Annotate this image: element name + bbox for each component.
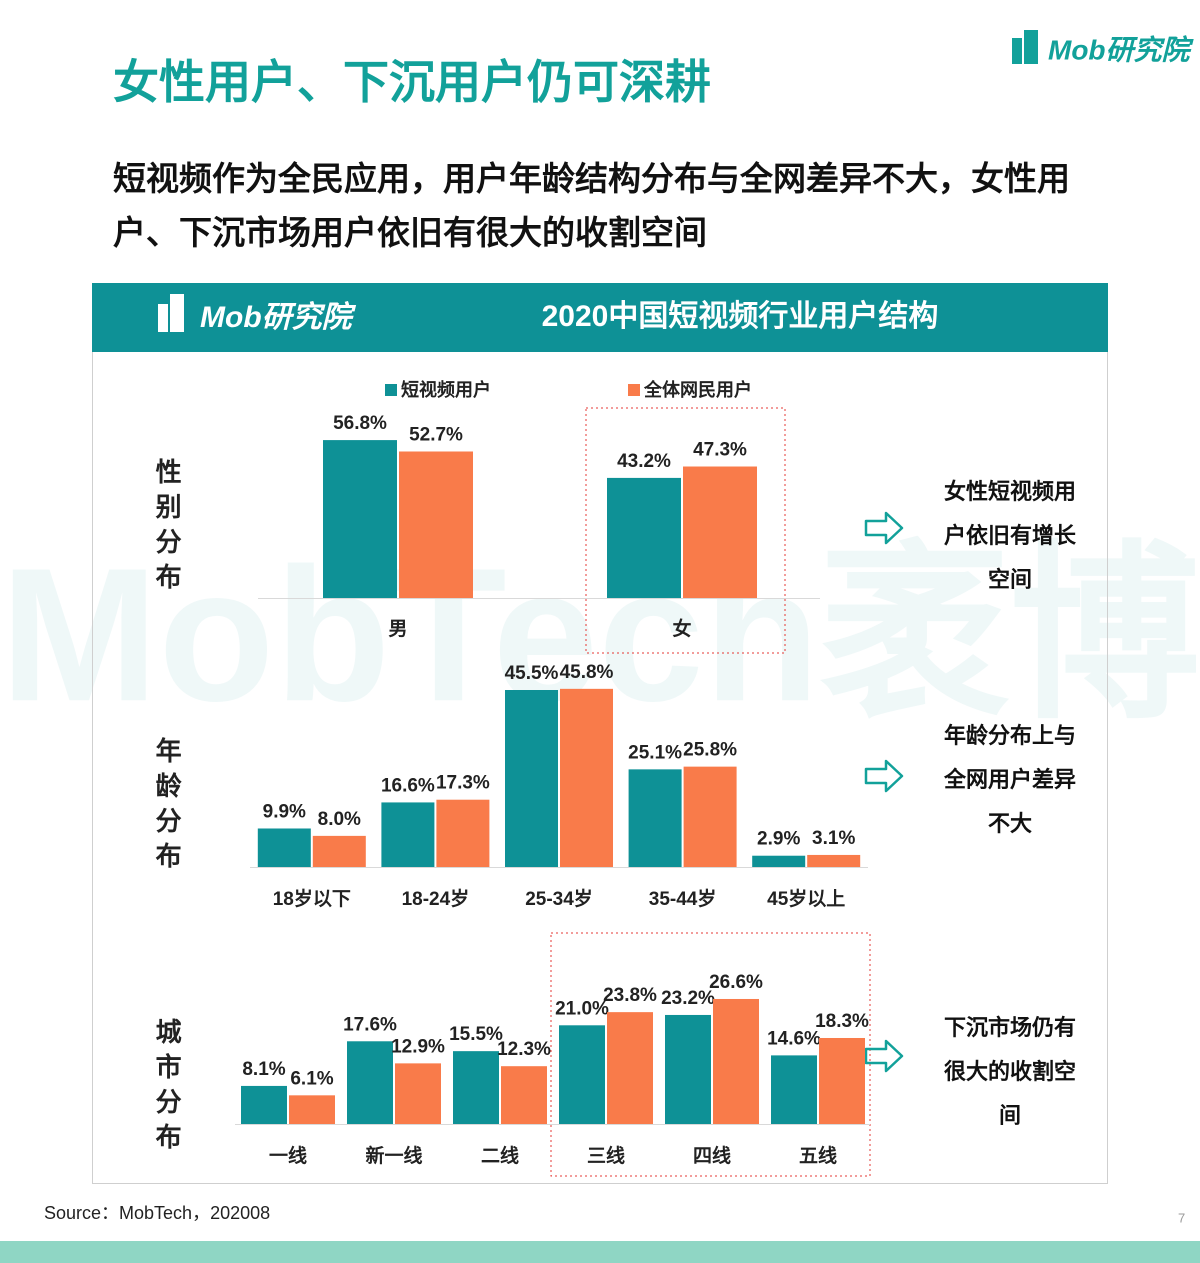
logo-icon (1024, 30, 1038, 64)
bar (607, 1012, 653, 1124)
bar (683, 766, 737, 867)
bar (628, 769, 682, 867)
legend-label: 全体网民用户 (643, 379, 752, 400)
bar (683, 466, 757, 598)
bar (399, 451, 473, 598)
panel-header (92, 283, 1108, 352)
data-label: 23.2% (661, 988, 715, 1009)
x-tick-label: 一线 (269, 1144, 307, 1167)
page-number: 7 (1178, 1210, 1185, 1225)
row-label: 城市分布 (152, 1018, 182, 1158)
side-note: 下沉市场仍有很大的收割空间 (943, 1015, 1076, 1128)
data-label: 21.0% (555, 998, 609, 1019)
bar (713, 998, 759, 1124)
data-label: 45.8% (560, 662, 614, 683)
x-tick-label: 三线 (587, 1144, 625, 1167)
panel-logo: Mob研究院 (200, 300, 357, 334)
data-label: 12.9% (391, 1036, 445, 1057)
row-label: 性别分布 (152, 458, 182, 598)
x-tick-label: 35-44岁 (649, 887, 717, 910)
bar (607, 477, 681, 598)
bar (501, 1066, 547, 1124)
data-label: 12.3% (497, 1039, 551, 1060)
subtitle: 短视频作为全民应用，用户年龄结构分布与全网差异不大，女性用户、下沉市场用户依旧有… (113, 160, 1070, 251)
highlight-box (550, 932, 871, 1177)
x-tick-label: 18-24岁 (402, 887, 470, 910)
bar (257, 828, 311, 867)
logo: Mob研究院 (1048, 34, 1195, 65)
arrow-icon (864, 1039, 904, 1073)
legend-label: 短视频用户 (401, 379, 491, 400)
data-label: 6.1% (290, 1068, 333, 1089)
bar (560, 688, 613, 867)
data-label: 3.1% (812, 828, 855, 849)
source: Source：MobTech，202008 (44, 1203, 270, 1223)
bar (289, 1095, 335, 1124)
data-label: 17.3% (436, 773, 490, 794)
side-note: 女性短视频用户依旧有增长空间 (943, 479, 1076, 592)
data-label: 26.6% (709, 972, 763, 993)
data-label: 15.5% (449, 1024, 503, 1045)
bar (323, 440, 397, 598)
data-label: 2.9% (757, 829, 800, 850)
x-tick-label: 二线 (481, 1144, 519, 1167)
side-note: 年龄分布上与全网用户差异不大 (943, 723, 1076, 836)
data-label: 8.0% (318, 809, 361, 830)
logo-icon (158, 304, 168, 332)
data-label: 16.6% (381, 775, 435, 796)
footer-stripe (0, 1241, 1200, 1263)
arrow-icon (864, 511, 904, 545)
bar (381, 802, 435, 867)
bar (312, 835, 366, 867)
bar (771, 1055, 817, 1124)
data-label: 25.8% (683, 740, 737, 761)
bar (241, 1085, 287, 1124)
data-label: 25.1% (628, 742, 682, 763)
x-tick-label: 女 (672, 617, 691, 640)
bar (395, 1063, 441, 1124)
panel-title: 2020中国短视频行业用户结构 (542, 300, 939, 333)
arrow-icon (864, 759, 904, 793)
bar (347, 1041, 393, 1124)
bar (752, 855, 806, 867)
data-label: 56.8% (333, 413, 387, 434)
bar (436, 799, 490, 867)
logo-icon (1012, 38, 1022, 64)
data-label: 17.6% (343, 1014, 397, 1035)
data-label: 45.5% (505, 663, 559, 684)
x-tick-label: 新一线 (365, 1144, 422, 1167)
page-title: 女性用户、下沉用户仍可深耕 (113, 56, 711, 108)
x-tick-label: 男 (388, 618, 407, 640)
logo-icon (170, 294, 184, 332)
data-label: 23.8% (603, 985, 657, 1006)
bar (559, 1025, 605, 1124)
data-label: 14.6% (767, 1028, 821, 1049)
x-tick-label: 18岁以下 (273, 887, 351, 910)
data-label: 43.2% (617, 451, 671, 472)
x-tick-label: 45岁以上 (767, 887, 845, 910)
bar (807, 854, 861, 867)
legend-swatch (385, 384, 397, 396)
data-label: 47.3% (693, 440, 747, 461)
row-label: 年龄分布 (152, 736, 182, 877)
data-label: 8.1% (242, 1059, 285, 1080)
x-tick-label: 五线 (799, 1144, 837, 1167)
legend-swatch (628, 384, 640, 396)
data-label: 52.7% (409, 425, 463, 446)
x-tick-label: 四线 (693, 1144, 731, 1167)
bar (505, 690, 558, 867)
data-label: 18.3% (815, 1011, 869, 1032)
bar (665, 1014, 711, 1124)
x-tick-label: 25-34岁 (525, 887, 593, 910)
data-label: 9.9% (263, 802, 306, 823)
highlight-box (585, 407, 786, 654)
bar (453, 1051, 499, 1124)
bar (819, 1037, 865, 1124)
